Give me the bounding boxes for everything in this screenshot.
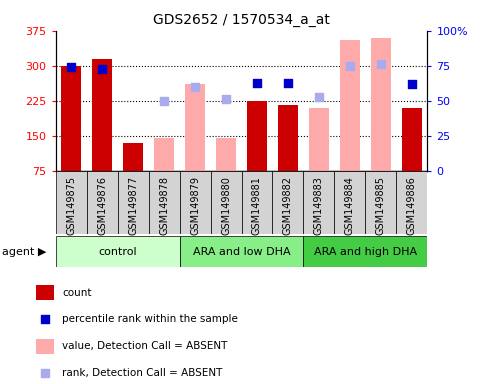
Text: count: count [62, 288, 92, 298]
Bar [56, 236, 180, 267]
Point [284, 79, 292, 86]
Bar [272, 171, 303, 234]
Title: GDS2652 / 1570534_a_at: GDS2652 / 1570534_a_at [153, 13, 330, 27]
Bar [185, 84, 205, 171]
Bar [334, 171, 366, 234]
Bar [36, 339, 54, 354]
Point [67, 64, 75, 70]
Bar [56, 171, 86, 234]
Text: GSM149884: GSM149884 [345, 176, 355, 235]
Text: GSM149882: GSM149882 [283, 176, 293, 235]
Bar [247, 101, 267, 171]
Bar [86, 171, 117, 234]
Text: GSM149878: GSM149878 [159, 176, 169, 235]
Point [315, 94, 323, 100]
Text: GSM149883: GSM149883 [314, 176, 324, 235]
Bar [242, 171, 272, 234]
Bar [309, 108, 329, 171]
Bar [371, 38, 391, 171]
Bar [180, 171, 211, 234]
Text: control: control [98, 247, 137, 257]
Text: GSM149875: GSM149875 [66, 176, 76, 235]
Text: GSM149876: GSM149876 [97, 176, 107, 235]
Point [41, 316, 49, 323]
Bar [402, 108, 422, 171]
Bar [397, 171, 427, 234]
Bar [366, 171, 397, 234]
Bar [154, 138, 174, 171]
Text: value, Detection Call = ABSENT: value, Detection Call = ABSENT [62, 341, 227, 351]
Point [408, 81, 416, 87]
Bar [211, 171, 242, 234]
Point [253, 79, 261, 86]
Point [160, 98, 168, 104]
Text: percentile rank within the sample: percentile rank within the sample [62, 314, 238, 324]
Text: GSM149885: GSM149885 [376, 176, 386, 235]
Text: agent ▶: agent ▶ [2, 247, 47, 257]
Text: GSM149879: GSM149879 [190, 176, 200, 235]
Point [41, 370, 49, 376]
Bar [303, 236, 427, 267]
Text: GSM149877: GSM149877 [128, 176, 138, 235]
Bar [36, 285, 54, 300]
Bar [61, 66, 81, 171]
Bar [149, 171, 180, 234]
Point [98, 66, 106, 72]
Text: GSM149886: GSM149886 [407, 176, 417, 235]
Text: ARA and high DHA: ARA and high DHA [314, 247, 417, 257]
Bar [340, 40, 360, 171]
Bar [117, 171, 149, 234]
Bar [216, 138, 236, 171]
Point [191, 84, 199, 90]
Point [222, 96, 230, 103]
Text: ARA and low DHA: ARA and low DHA [193, 247, 290, 257]
Text: GSM149881: GSM149881 [252, 176, 262, 235]
Point [346, 63, 354, 69]
Bar [92, 59, 112, 171]
Bar [303, 171, 334, 234]
Bar [278, 106, 298, 171]
Bar [123, 143, 143, 171]
Point [377, 61, 385, 68]
Text: rank, Detection Call = ABSENT: rank, Detection Call = ABSENT [62, 368, 223, 378]
Bar [180, 236, 303, 267]
Text: GSM149880: GSM149880 [221, 176, 231, 235]
